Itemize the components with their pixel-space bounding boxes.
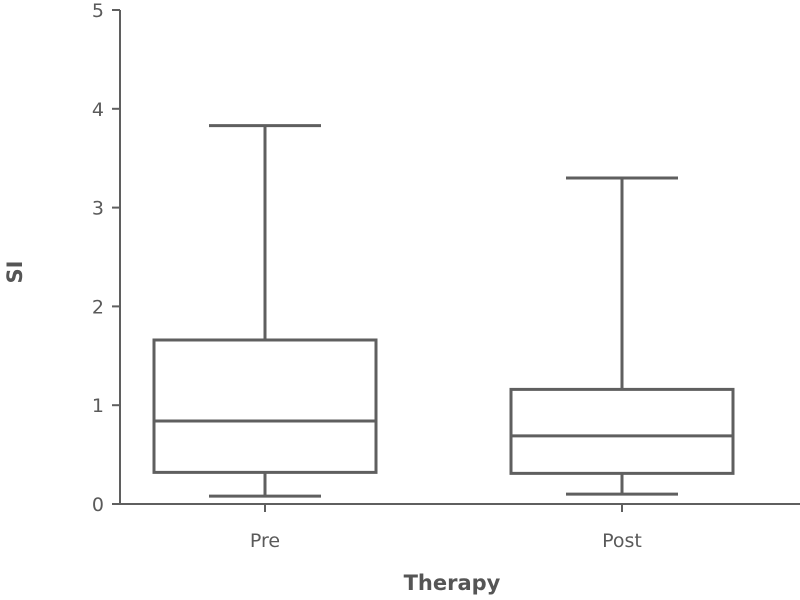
y-axis: 0 1 2 3 4 5 (92, 0, 121, 516)
x-tick-label: Pre (250, 530, 280, 552)
x-axis: Pre Post (120, 503, 800, 552)
iqr-box (152, 338, 378, 474)
x-axis-title: Therapy (404, 571, 501, 595)
y-tick-label: 0 (92, 494, 104, 516)
x-tick-label: Post (602, 530, 642, 552)
y-tick-label: 2 (92, 296, 104, 318)
y-tick-label: 4 (92, 99, 104, 121)
y-tick-label: 3 (92, 198, 104, 220)
box-pre (152, 124, 378, 498)
y-axis-title: SI (3, 261, 27, 284)
iqr-box (509, 387, 735, 475)
y-tick-label: 1 (92, 395, 104, 417)
boxes-group (152, 124, 735, 498)
y-tick-label: 5 (92, 0, 104, 22)
box-post (509, 176, 735, 496)
